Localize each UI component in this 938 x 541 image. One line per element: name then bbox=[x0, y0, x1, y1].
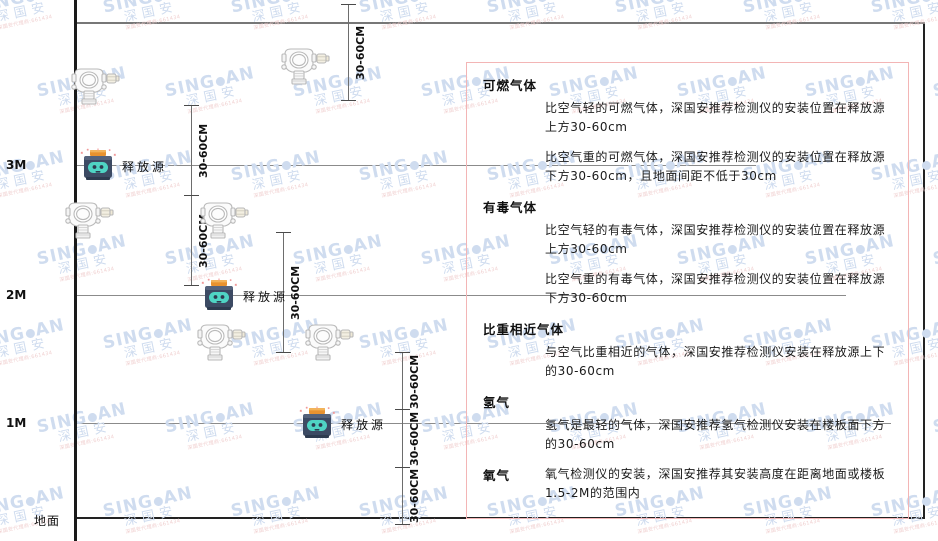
dimension-tick bbox=[276, 232, 291, 233]
level-label-3m: 3M bbox=[6, 158, 27, 172]
dimension-tick bbox=[395, 466, 410, 468]
release-source-label: 释放源 bbox=[243, 290, 289, 304]
panel-section: 可燃气体 比空气轻的可燃气体，深国安推荐检测仪的安装位置在释放源上方30-60cm… bbox=[483, 75, 892, 186]
dimension-tick bbox=[341, 100, 356, 101]
dimension-tick bbox=[184, 195, 199, 196]
dimension-label: 30-60CM bbox=[354, 25, 367, 80]
panel-section: 氧气 氧气检测仪的安装，深国安推荐其安装高度在距离地面或楼板1.5-2M的范围内 bbox=[483, 465, 892, 514]
dimension-label: 30-60CM bbox=[408, 469, 421, 524]
panel-section: 氢气氢气是最轻的气体，深国安推荐氢气检测仪安装在楼板面下方的30-60cm bbox=[483, 392, 892, 454]
gas-detector-icon bbox=[192, 318, 250, 366]
gas-detector-icon bbox=[66, 62, 124, 110]
panel-section-title: 有毒气体 bbox=[483, 200, 538, 215]
frame-top-rule bbox=[74, 22, 925, 24]
dimension-label: 30-60CM bbox=[408, 354, 421, 409]
panel-section-paragraph: 比空气重的有毒气体，深国安推荐检测仪的安装位置在释放源下方30-60cm bbox=[545, 272, 886, 305]
panel-section-paragraph: 氧气检测仪的安装，深国安推荐其安装高度在距离地面或楼板1.5-2M的范围内 bbox=[545, 467, 886, 500]
dimension-line bbox=[348, 4, 349, 100]
dimension-label: 30-60CM bbox=[408, 411, 421, 466]
release-source-icon bbox=[199, 278, 239, 312]
dimension-tick bbox=[184, 285, 199, 286]
level-line-2m bbox=[76, 295, 846, 296]
dimension-label: 30-60CM bbox=[289, 265, 302, 320]
gas-detector-icon bbox=[195, 196, 253, 244]
panel-section: 地面检测仪地面间距，深国安推荐在30-60cm，且不得小于30cm，因为过低容易… bbox=[483, 514, 892, 518]
release-source-icon bbox=[297, 406, 337, 440]
panel-section-title: 可燃气体 bbox=[483, 78, 538, 93]
release-source-label: 释放源 bbox=[341, 418, 387, 432]
gas-detector-icon bbox=[300, 318, 358, 366]
gas-detector-icon bbox=[276, 42, 334, 90]
panel-section-paragraph: 比空气重的可燃气体，深国安推荐检测仪的安装位置在释放源下方30-60cm，且地面… bbox=[545, 150, 886, 183]
level-label-2m: 2M bbox=[6, 288, 27, 302]
level-label-1m: 1M bbox=[6, 416, 27, 430]
panel-section-title: 氧气 bbox=[483, 468, 511, 483]
dimension-line bbox=[402, 352, 403, 524]
panel-section-paragraph: 比空气轻的可燃气体，深国安推荐检测仪的安装位置在释放源上方30-60cm bbox=[545, 101, 886, 134]
release-source-label: 释放源 bbox=[122, 160, 168, 174]
panel-section-title: 地面 bbox=[483, 514, 892, 518]
dimension-line bbox=[283, 232, 284, 352]
dimension-label: 30-60CM bbox=[197, 123, 210, 178]
panel-section: 比重相近气体与空气比重相近的气体，深国安推荐检测仪安装在释放源上下的30-60c… bbox=[483, 319, 892, 381]
level-line-1m bbox=[76, 423, 891, 424]
panel-section-title: 比重相近气体 bbox=[483, 322, 565, 337]
recommendation-panel: 可燃气体 比空气轻的可燃气体，深国安推荐检测仪的安装位置在释放源上方30-60cm… bbox=[466, 62, 909, 519]
panel-section-paragraph: 氢气是最轻的气体，深国安推荐氢气检测仪安装在楼板面下方的30-60cm bbox=[545, 418, 886, 451]
vertical-axis bbox=[74, 0, 77, 541]
dimension-tick bbox=[395, 352, 410, 353]
release-source-icon bbox=[78, 148, 118, 182]
ground-label: 地面 bbox=[34, 514, 61, 528]
panel-section-paragraph: 与空气比重相近的气体，深国安推荐检测仪安装在释放源上下的30-60cm bbox=[545, 345, 886, 378]
dimension-tick bbox=[395, 524, 410, 525]
dimension-tick bbox=[341, 4, 356, 5]
panel-section-paragraph: 比空气轻的有毒气体，深国安推荐检测仪的安装位置在释放源上方30-60cm bbox=[545, 223, 886, 256]
dimension-tick bbox=[184, 105, 199, 106]
dimension-tick bbox=[276, 352, 291, 353]
panel-section-title: 氢气 bbox=[483, 395, 511, 410]
panel-section: 有毒气体 比空气轻的有毒气体，深国安推荐检测仪的安装位置在释放源上方30-60cm… bbox=[483, 197, 892, 308]
dimension-tick bbox=[395, 409, 410, 411]
gas-detector-icon bbox=[60, 196, 118, 244]
